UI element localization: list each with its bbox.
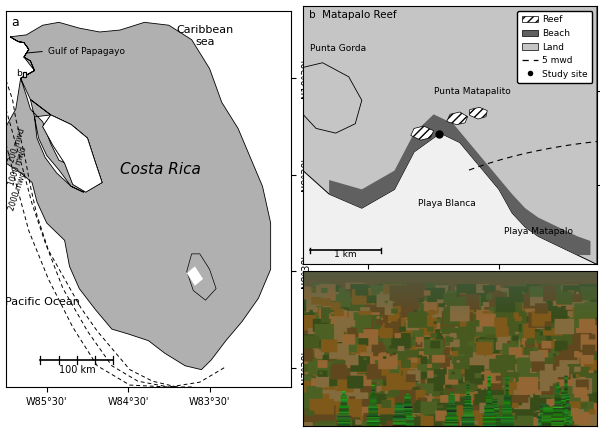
Polygon shape [470, 108, 487, 119]
Text: Caribbean
sea: Caribbean sea [177, 25, 234, 47]
Text: Playa Matapalo: Playa Matapalo [503, 227, 572, 236]
Text: a: a [12, 16, 19, 29]
Text: Punta Gorda: Punta Gorda [310, 44, 365, 53]
Bar [23, 73, 26, 77]
Polygon shape [187, 267, 203, 286]
Text: Costa Rica: Costa Rica [120, 163, 201, 178]
Text: 200 mwd: 200 mwd [8, 127, 27, 163]
Text: 1 km: 1 km [334, 250, 357, 259]
Text: 2000 mwd: 2000 mwd [8, 170, 29, 212]
Polygon shape [43, 115, 102, 192]
Polygon shape [447, 112, 467, 125]
Legend: Reef, Beach, Land, 5 mwd, Study site: Reef, Beach, Land, 5 mwd, Study site [517, 11, 592, 83]
Text: Gulf of Papagayo: Gulf of Papagayo [49, 47, 125, 56]
Polygon shape [411, 126, 434, 140]
Polygon shape [303, 6, 597, 264]
Text: 100 km: 100 km [59, 366, 95, 375]
Polygon shape [6, 22, 271, 370]
Text: b: b [16, 69, 22, 78]
Text: 1000 mwd: 1000 mwd [8, 145, 29, 186]
Text: Playa Blanca: Playa Blanca [418, 199, 476, 208]
Text: Punta Matapalito: Punta Matapalito [434, 86, 511, 95]
Text: b  Matapalo Reef: b Matapalo Reef [309, 10, 397, 20]
Polygon shape [187, 254, 216, 300]
Polygon shape [303, 63, 362, 133]
Polygon shape [329, 114, 590, 255]
Text: Pacific Ocean: Pacific Ocean [5, 297, 80, 307]
